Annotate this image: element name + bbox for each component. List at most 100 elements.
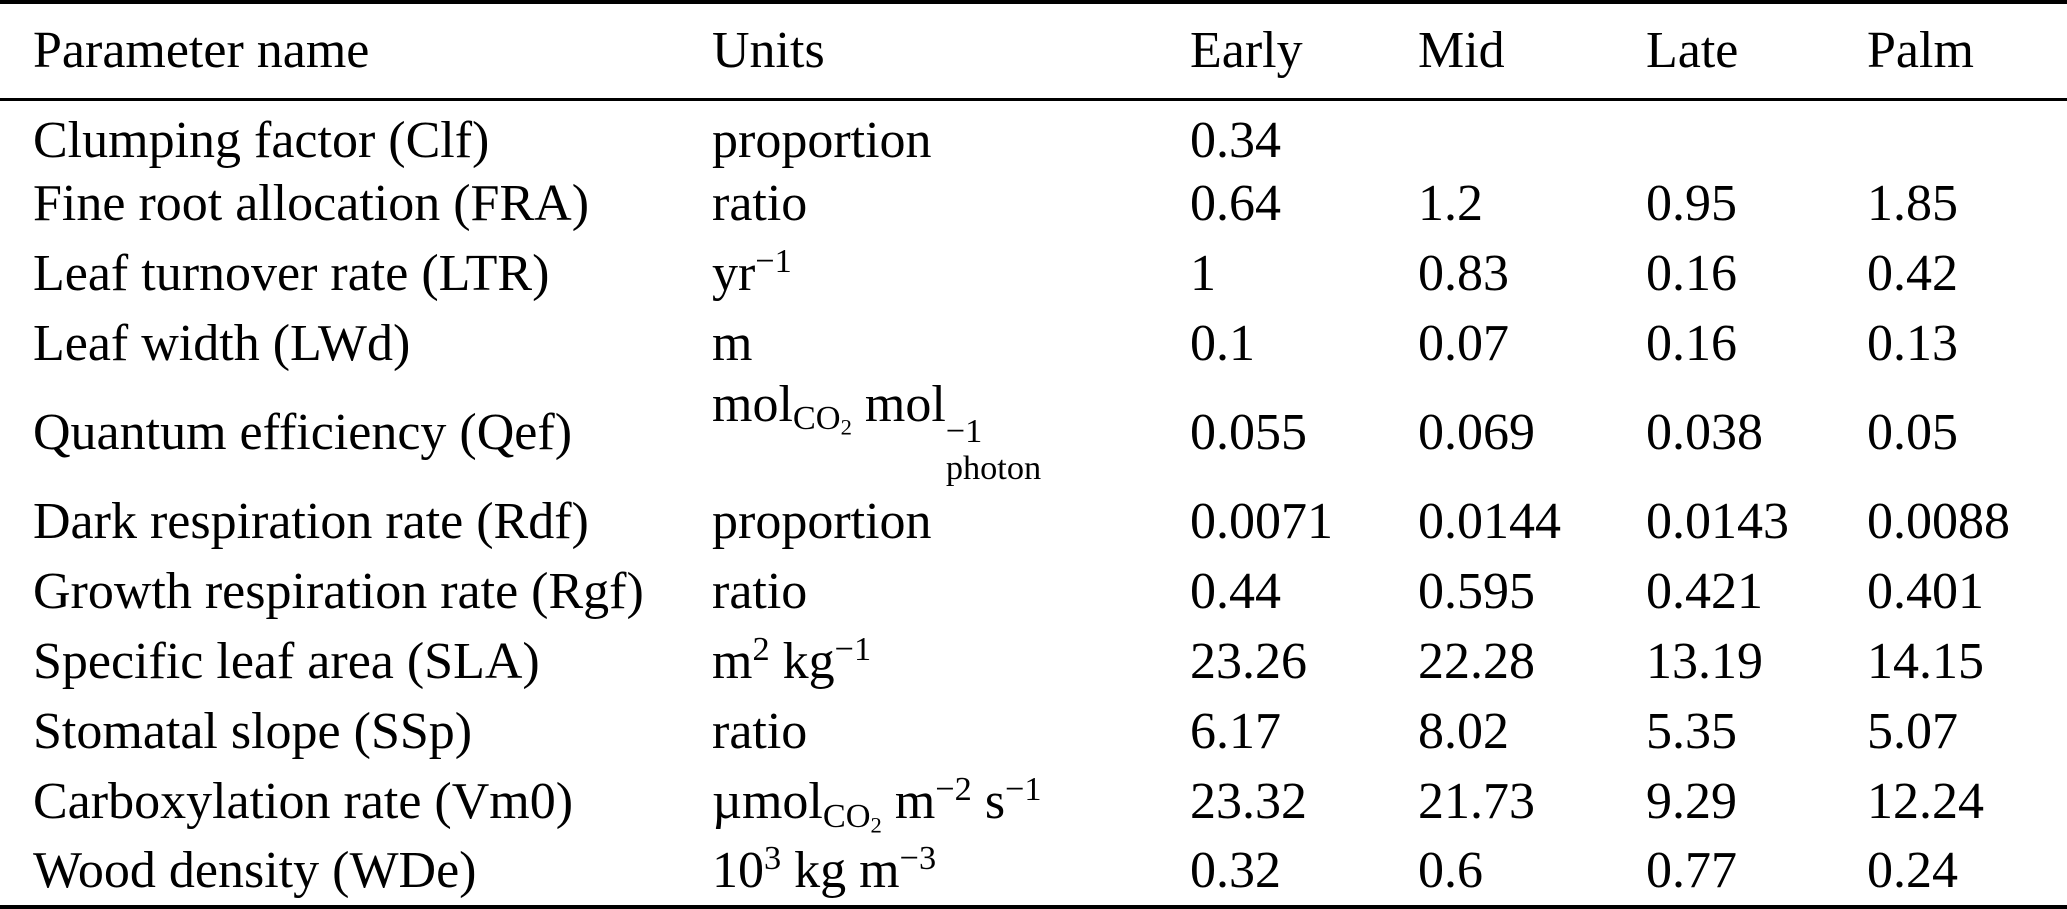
value-cell-mid: 1.2 [1418,175,1483,232]
value-cell-early: 1 [1190,245,1216,302]
header-row: Parameter name Units Early Mid Late Palm [0,2,2067,101]
parameter-name-cell: Fine root allocation (FRA) [33,175,590,232]
value-cell-early: 23.26 [1190,633,1307,691]
value-cell-mid: 0.0144 [1418,493,1561,551]
col-header-units: Units [712,2,1190,101]
subscript: 2 [840,414,852,440]
value-cell-mid: 8.02 [1418,703,1509,761]
stacked-supsub: −1 photon [946,413,1041,487]
value-cell-palm: 0.42 [1867,245,1958,302]
value-cell-late: 0.038 [1646,404,1763,462]
value-cell-palm: 5.07 [1867,703,1958,761]
table-row: Specific leaf area (SLA) m2 kg−1 23.26 22.2… [0,627,2067,697]
table-row: Quantum efficiency (Qef) molCO2 mol −1 phot… [0,378,2067,487]
value-cell-early: 0.44 [1190,563,1281,621]
value-cell-palm: 0.05 [1867,404,1958,462]
value-cell-mid: 21.73 [1418,773,1535,831]
value-cell-early: 23.32 [1190,773,1307,831]
subscript: CO2 [822,796,882,838]
parameter-name-cell: Clumping factor (Clf) [33,111,490,169]
superscript: −1 [755,242,792,281]
value-cell-early: 0.64 [1190,175,1281,232]
value-cell-late: 0.95 [1646,175,1737,232]
units-cell: m [712,315,753,372]
value-cell-late: 0.16 [1646,245,1737,302]
value-cell-early: 0.0071 [1190,493,1333,551]
units-cell: m2 kg−1 [712,630,872,691]
value-cell-late: 5.35 [1646,703,1737,761]
value-cell-late: 0.0143 [1646,493,1789,551]
value-cell-early: 6.17 [1190,703,1281,761]
table-row: Wood density (WDe) 103 kg m−3 0.32 0.6 0.77 0… [0,837,2067,907]
value-cell-early: 0.34 [1190,111,1281,169]
value-cell-late: 0.421 [1646,563,1763,621]
value-cell-mid: 0.595 [1418,563,1535,621]
value-cell-palm: 0.13 [1867,315,1958,372]
value-cell-mid: 0.069 [1418,404,1535,462]
parameter-name-cell: Specific leaf area (SLA) [33,633,540,691]
superscript: −3 [899,839,937,878]
value-cell-late [1646,99,1867,169]
table-row: Leaf turnover rate (LTR) yr−1 1 0.83 0.16 0.4… [0,239,2067,309]
value-cell-mid: 22.28 [1418,633,1535,691]
parameter-name-cell: Dark respiration rate (Rdf) [33,493,589,551]
col-header-parameter-name: Parameter name [0,2,712,101]
superscript: −1 [834,630,872,669]
units-cell: ratio [712,703,808,761]
value-cell-palm: 14.15 [1867,633,1984,691]
value-cell-palm: 0.401 [1867,563,1984,621]
col-header-palm: Palm [1867,2,2067,101]
value-cell-mid: 0.07 [1418,315,1509,372]
table-row: Leaf width (LWd) m 0.1 0.07 0.16 0.13 [0,309,2067,379]
table-row: Stomatal slope (SSp) ratio 6.17 8.02 5.35 5.0… [0,697,2067,767]
value-cell-mid: 0.6 [1418,842,1483,900]
units-cell: ratio [712,563,808,621]
units-cell: proportion [712,111,932,169]
subscript: CO2 [792,399,852,440]
subscript: 2 [870,812,882,838]
parameter-name-cell: Quantum efficiency (Qef) [33,404,573,462]
value-cell-late: 9.29 [1646,773,1737,831]
parameter-name-cell: Stomatal slope (SSp) [33,703,473,761]
value-cell-palm: 0.0088 [1867,493,2010,551]
value-cell-late: 0.77 [1646,842,1737,900]
value-cell-palm: 1.85 [1867,175,1958,232]
units-cell: proportion [712,493,932,551]
table-row: Dark respiration rate (Rdf) proportion 0.0… [0,487,2067,557]
value-cell-late: 13.19 [1646,633,1763,691]
value-cell-early: 0.055 [1190,404,1307,462]
superscript: −1 [945,412,983,451]
value-cell-palm: 12.24 [1867,773,1984,831]
value-cell-palm [1867,99,2067,169]
value-cell-palm: 0.24 [1867,842,1958,900]
superscript: 2 [752,630,770,669]
superscript: 3 [764,839,782,878]
table-row: Carboxylation rate (Vm0) µmolCO2 m−2 s−1 2… [0,767,2067,837]
table-body: Clumping factor (Clf) proportion 0.34 Fine … [0,99,2067,907]
value-cell-early: 0.1 [1190,315,1255,372]
units-cell: µmolCO2 m−2 s−1 [712,770,1042,838]
parameter-name-cell: Wood density (WDe) [33,842,477,900]
parameter-name-cell: Leaf turnover rate (LTR) [33,245,550,302]
parameter-name-cell: Growth respiration rate (Rgf) [33,563,644,621]
subscript: photon [945,449,1042,488]
col-header-mid: Mid [1418,2,1646,101]
superscript: −2 [935,770,972,809]
value-cell-late: 0.16 [1646,315,1737,372]
table-row: Growth respiration rate (Rgf) ratio 0.44 0.… [0,557,2067,627]
value-cell-mid: 0.83 [1418,245,1509,302]
col-header-early: Early [1190,2,1418,101]
value-cell-mid [1418,99,1646,169]
units-cell: ratio [712,175,808,232]
superscript: −1 [1005,770,1042,809]
units-cell: 103 kg m−3 [712,839,937,900]
units-cell: yr−1 [712,242,792,302]
value-cell-early: 0.32 [1190,842,1281,900]
col-header-late: Late [1646,2,1867,101]
parameter-name-cell: Carboxylation rate (Vm0) [33,773,574,831]
table-row: Fine root allocation (FRA) ratio 0.64 1.2 0.… [0,169,2067,239]
table-row: Clumping factor (Clf) proportion 0.34 [0,99,2067,169]
parameter-name-cell: Leaf width (LWd) [33,315,411,372]
